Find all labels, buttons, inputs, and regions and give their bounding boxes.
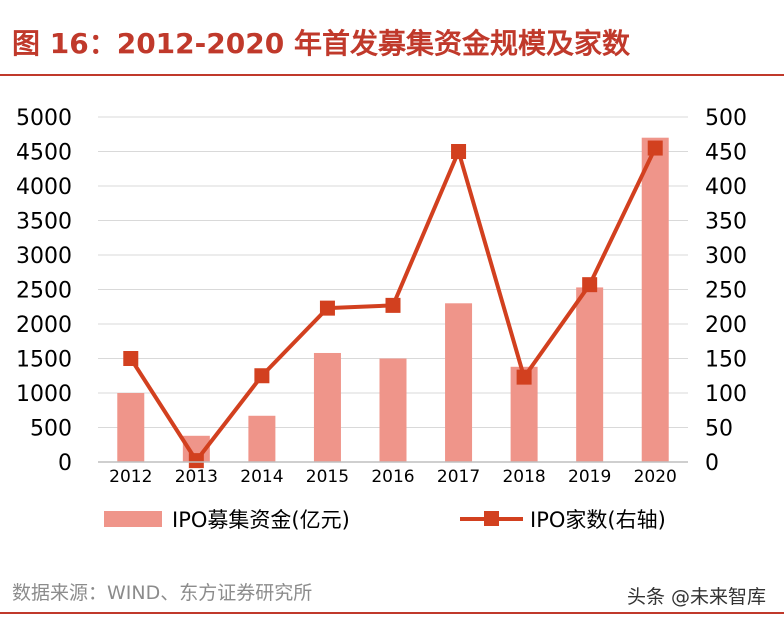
- y-left-tick-label: 3500: [16, 210, 72, 235]
- y-right-tick-label: 150: [705, 348, 747, 373]
- y-right-tick-label: 50: [705, 417, 733, 442]
- y-right-tick-label: 350: [705, 210, 747, 235]
- y-left-tick-label: 2500: [16, 279, 72, 304]
- bar: [117, 393, 144, 462]
- bar: [445, 303, 472, 462]
- bar: [642, 138, 669, 462]
- y-left-tick-label: 1500: [16, 348, 72, 373]
- x-tick-label: 2019: [568, 467, 611, 487]
- y-right-tick-label: 100: [705, 382, 747, 407]
- y-right-tick-label: 0: [705, 451, 719, 476]
- x-tick-label: 2012: [109, 467, 152, 487]
- bar: [380, 359, 407, 463]
- y-left-tick-label: 5000: [16, 106, 72, 131]
- x-tick-label: 2015: [306, 467, 349, 487]
- bar: [248, 416, 275, 462]
- chart: 0500100015002000250030003500400045005000…: [0, 0, 784, 575]
- legend-bar-label: IPO募集资金(亿元): [172, 508, 350, 532]
- line-marker: [189, 453, 204, 468]
- y-left-tick-label: 0: [58, 451, 72, 476]
- bar: [576, 287, 603, 462]
- y-left-tick-label: 4000: [16, 175, 72, 200]
- line-marker: [123, 351, 138, 366]
- y-right-tick-label: 200: [705, 313, 747, 338]
- x-tick-label: 2018: [502, 467, 545, 487]
- x-tick-label: 2013: [175, 467, 218, 487]
- line-marker: [517, 370, 532, 385]
- x-tick-label: 2017: [437, 467, 480, 487]
- line-marker: [451, 144, 466, 159]
- y-right-tick-label: 500: [705, 106, 747, 131]
- legend-bar-swatch: [104, 511, 162, 527]
- line-marker: [386, 298, 401, 313]
- bottom-divider: [0, 612, 784, 614]
- data-source: 数据来源：WIND、东方证券研究所: [12, 578, 312, 605]
- y-left-tick-label: 4500: [16, 141, 72, 166]
- x-tick-label: 2020: [634, 467, 677, 487]
- y-right-tick-label: 250: [705, 279, 747, 304]
- y-left-tick-label: 3000: [16, 244, 72, 269]
- legend-line-label: IPO家数(右轴): [530, 508, 666, 532]
- watermark: 头条 @未来智库: [627, 582, 766, 609]
- x-tick-label: 2014: [240, 467, 283, 487]
- line-marker: [254, 368, 269, 383]
- y-right-tick-label: 300: [705, 244, 747, 269]
- legend-line-marker: [484, 511, 499, 526]
- y-left-tick-label: 500: [30, 417, 72, 442]
- y-right-tick-label: 400: [705, 175, 747, 200]
- y-left-tick-label: 2000: [16, 313, 72, 338]
- x-tick-label: 2016: [371, 467, 414, 487]
- line-marker: [648, 141, 663, 156]
- y-right-tick-label: 450: [705, 141, 747, 166]
- legend: IPO募集资金(亿元) IPO家数(右轴): [104, 508, 666, 532]
- line-marker: [582, 277, 597, 292]
- y-left-tick-label: 1000: [16, 382, 72, 407]
- line-marker: [320, 301, 335, 316]
- bar: [314, 353, 341, 462]
